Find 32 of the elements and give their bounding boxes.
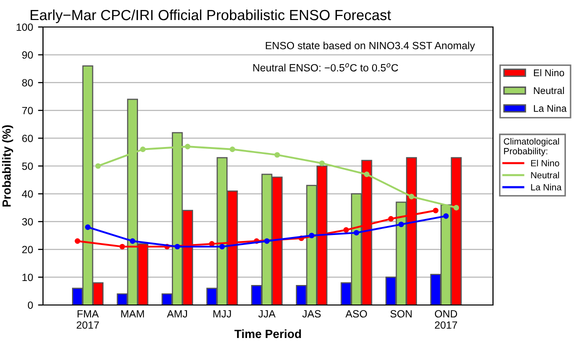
legend-title: Climatological Probability: (504, 138, 559, 156)
y-tick-label: 40 (22, 190, 33, 198)
x-tick-label: JAS (302, 310, 321, 318)
x-tick-label: MAM (121, 310, 144, 318)
y-tick-label: 80 (22, 79, 33, 86)
x-tick-label: JJA (258, 310, 276, 318)
legend-label: La Nina (531, 184, 562, 190)
x-tick-label: AMJ (166, 310, 187, 318)
x-tick-label: ASO (345, 310, 367, 318)
y-tick-label: 50 (22, 162, 33, 170)
y-tick-label: 20 (22, 246, 33, 254)
y-tick-label: 90 (22, 51, 33, 59)
legend-label: Neutral (534, 86, 564, 94)
y-axis-title: Probability (%) (2, 125, 14, 207)
legend-label: El Nino (534, 69, 564, 76)
x-tick-label: FMA 2017 (76, 310, 99, 329)
y-tick-label: 0 (28, 302, 33, 309)
annotation: Neutral ENSO: −0.5$^{o}$C to 0.5$^{o}$C (253, 63, 398, 72)
x-tick-label: SON (390, 310, 412, 318)
y-tick-label: 70 (22, 106, 33, 114)
y-tick-label: 60 (22, 134, 33, 142)
y-tick-label: 10 (22, 274, 33, 282)
x-axis-title: Time Period (234, 329, 301, 338)
y-tick-label: 30 (22, 218, 33, 226)
annotation: ENSO state based on NINO3.4 SST Anomaly (266, 42, 475, 52)
y-tick-label: 100 (16, 24, 33, 31)
legend-label: Neutral (531, 172, 559, 178)
legend-label: El Nino (531, 160, 560, 166)
chart-title: Early−Mar CPC/IRI Official Probabilistic ENSO Forecast (30, 9, 391, 24)
x-tick-label: MJJ (213, 310, 231, 318)
x-tick-label: OND 2017 (434, 310, 458, 329)
legend-label: La Nina (534, 104, 567, 112)
